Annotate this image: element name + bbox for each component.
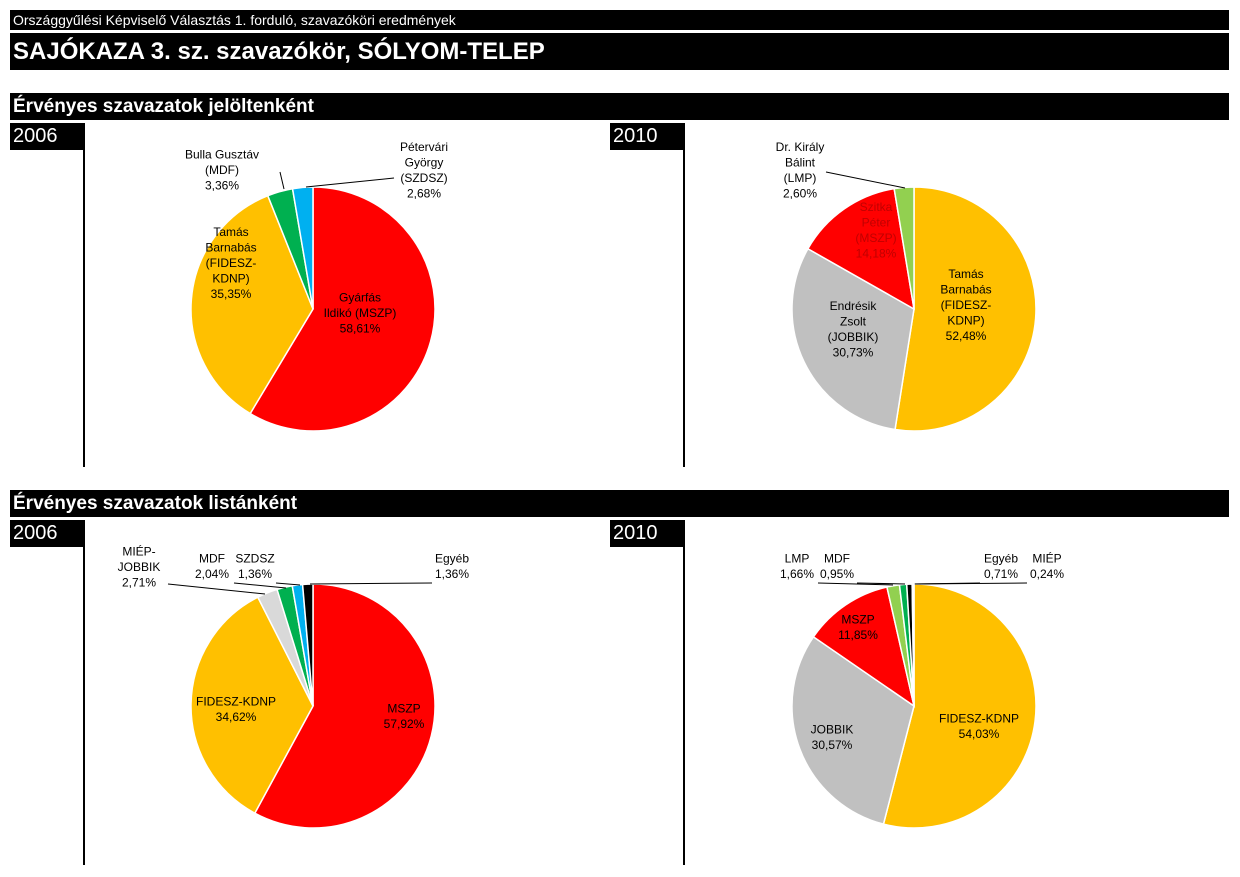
slice-label: 35,35% [211, 287, 252, 301]
slice-label: Dr. Király [776, 140, 825, 154]
slice-label: 2,71% [122, 576, 156, 590]
slice-label: (FIDESZ- [206, 256, 257, 270]
pie-slice [806, 187, 915, 311]
slice-label: Ildikó (MSZP) [324, 306, 397, 320]
slice-label: 2,68% [407, 186, 441, 200]
leader-line [856, 582, 906, 585]
slice-label: Bálint [785, 155, 816, 169]
slice-label: FIDESZ-KDNP [939, 711, 1019, 725]
pie-slice [894, 186, 1037, 432]
slice-label: 11,85% [838, 628, 878, 642]
slice-label: Egyéb [984, 551, 1018, 565]
slice-label: FIDESZ-KDNP [196, 694, 276, 708]
section-title-candidates: Érvényes szavazatok jelöltenként [10, 93, 1229, 120]
leader-line [279, 171, 285, 190]
slice-label: Péter [862, 215, 891, 229]
slice-label: 57,92% [384, 717, 425, 731]
slice-label: 0,24% [1030, 567, 1064, 581]
divider-line [83, 520, 85, 865]
leader-line [817, 582, 894, 586]
slice-label: 1,36% [238, 567, 272, 581]
slice-label: KDNP) [212, 272, 249, 286]
slice-label: Endrésik [830, 299, 878, 313]
slice-label: MSZP [387, 701, 420, 715]
slice-label: 3,36% [205, 179, 239, 193]
pie-slice [249, 186, 436, 432]
slice-label: JOBBIK [811, 722, 854, 736]
slice-label: 52,48% [946, 329, 987, 343]
slice-label: SZDSZ [235, 551, 274, 565]
slice-label: 14,18% [856, 246, 897, 260]
pie-slice [253, 583, 436, 829]
slice-label: Barnabás [940, 283, 991, 297]
slice-label: Bulla Gusztáv [185, 148, 259, 162]
leader-line [309, 582, 433, 585]
pie-slice [791, 247, 915, 431]
slice-label: Barnabás [205, 241, 256, 255]
slice-label: Gyárfás [339, 291, 381, 305]
pie-slice [190, 194, 314, 415]
slice-label: MIÉP- [122, 544, 155, 559]
report-supertitle: Országgyűlési Képviselő Választás 1. for… [10, 10, 1229, 30]
slice-label: 30,57% [812, 738, 853, 752]
slice-label: Szitka [860, 200, 893, 214]
leader-line [233, 582, 287, 589]
slice-label: Pétervári [400, 140, 448, 154]
pie-slice [911, 583, 915, 707]
slice-label: MSZP [841, 612, 874, 626]
slice-label: 54,03% [959, 727, 1000, 741]
slice-label: (MDF) [205, 163, 239, 177]
slice-label: Tamás [948, 267, 983, 281]
leader-line [825, 171, 906, 189]
slice-label: MDF [199, 551, 225, 565]
leader-line [305, 177, 395, 188]
slice-label: Egyéb [435, 551, 469, 565]
slice-label: (FIDESZ- [941, 298, 992, 312]
slice-label: 2,60% [783, 186, 817, 200]
year-label-candidates-2006: 2006 [10, 123, 85, 150]
slice-label: Tamás [213, 225, 248, 239]
year-label-lists-2006: 2006 [10, 520, 85, 547]
pie-slice [791, 635, 915, 826]
pie-slice [190, 596, 314, 815]
slice-label: 2,04% [195, 567, 229, 581]
leader-line [167, 583, 266, 595]
slice-label: (LMP) [784, 171, 817, 185]
slice-label: 30,73% [833, 345, 874, 359]
slice-label: JOBBIK [118, 560, 161, 574]
slice-label: 1,36% [435, 567, 469, 581]
divider-line [683, 123, 685, 467]
pie-slice [882, 583, 1037, 829]
slice-label: 0,71% [984, 567, 1018, 581]
slice-label: Zsolt [840, 314, 867, 328]
leader-line [275, 582, 301, 586]
slice-label: (JOBBIK) [828, 330, 879, 344]
slice-label: (SZDSZ) [400, 171, 447, 185]
section-title-lists: Érvényes szavazatok listánként [10, 490, 1229, 517]
pie-slice [291, 186, 314, 310]
year-label-candidates-2010: 2010 [610, 123, 685, 150]
slice-label: 58,61% [340, 322, 381, 336]
divider-line [683, 520, 685, 865]
slice-label: György [405, 155, 444, 169]
slice-label: MDF [824, 551, 850, 565]
slice-label: MIÉP [1032, 550, 1061, 565]
slice-label: (MSZP) [855, 231, 896, 245]
slice-label: 34,62% [216, 710, 257, 724]
leader-line [914, 582, 1028, 585]
pie-slice [812, 586, 916, 708]
slice-label: 1,66% [780, 567, 814, 581]
slice-label: 0,95% [820, 567, 854, 581]
page-title: SAJÓKAZA 3. sz. szavazókör, SÓLYOM-TELEP [10, 33, 1229, 70]
slice-label: LMP [785, 551, 810, 565]
slice-label: KDNP) [947, 314, 984, 328]
divider-line [83, 123, 85, 467]
year-label-lists-2010: 2010 [610, 520, 685, 547]
